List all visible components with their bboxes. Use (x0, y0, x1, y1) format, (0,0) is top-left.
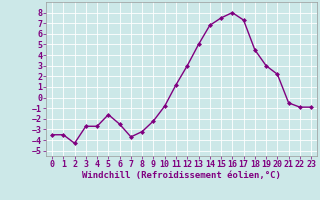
X-axis label: Windchill (Refroidissement éolien,°C): Windchill (Refroidissement éolien,°C) (82, 171, 281, 180)
